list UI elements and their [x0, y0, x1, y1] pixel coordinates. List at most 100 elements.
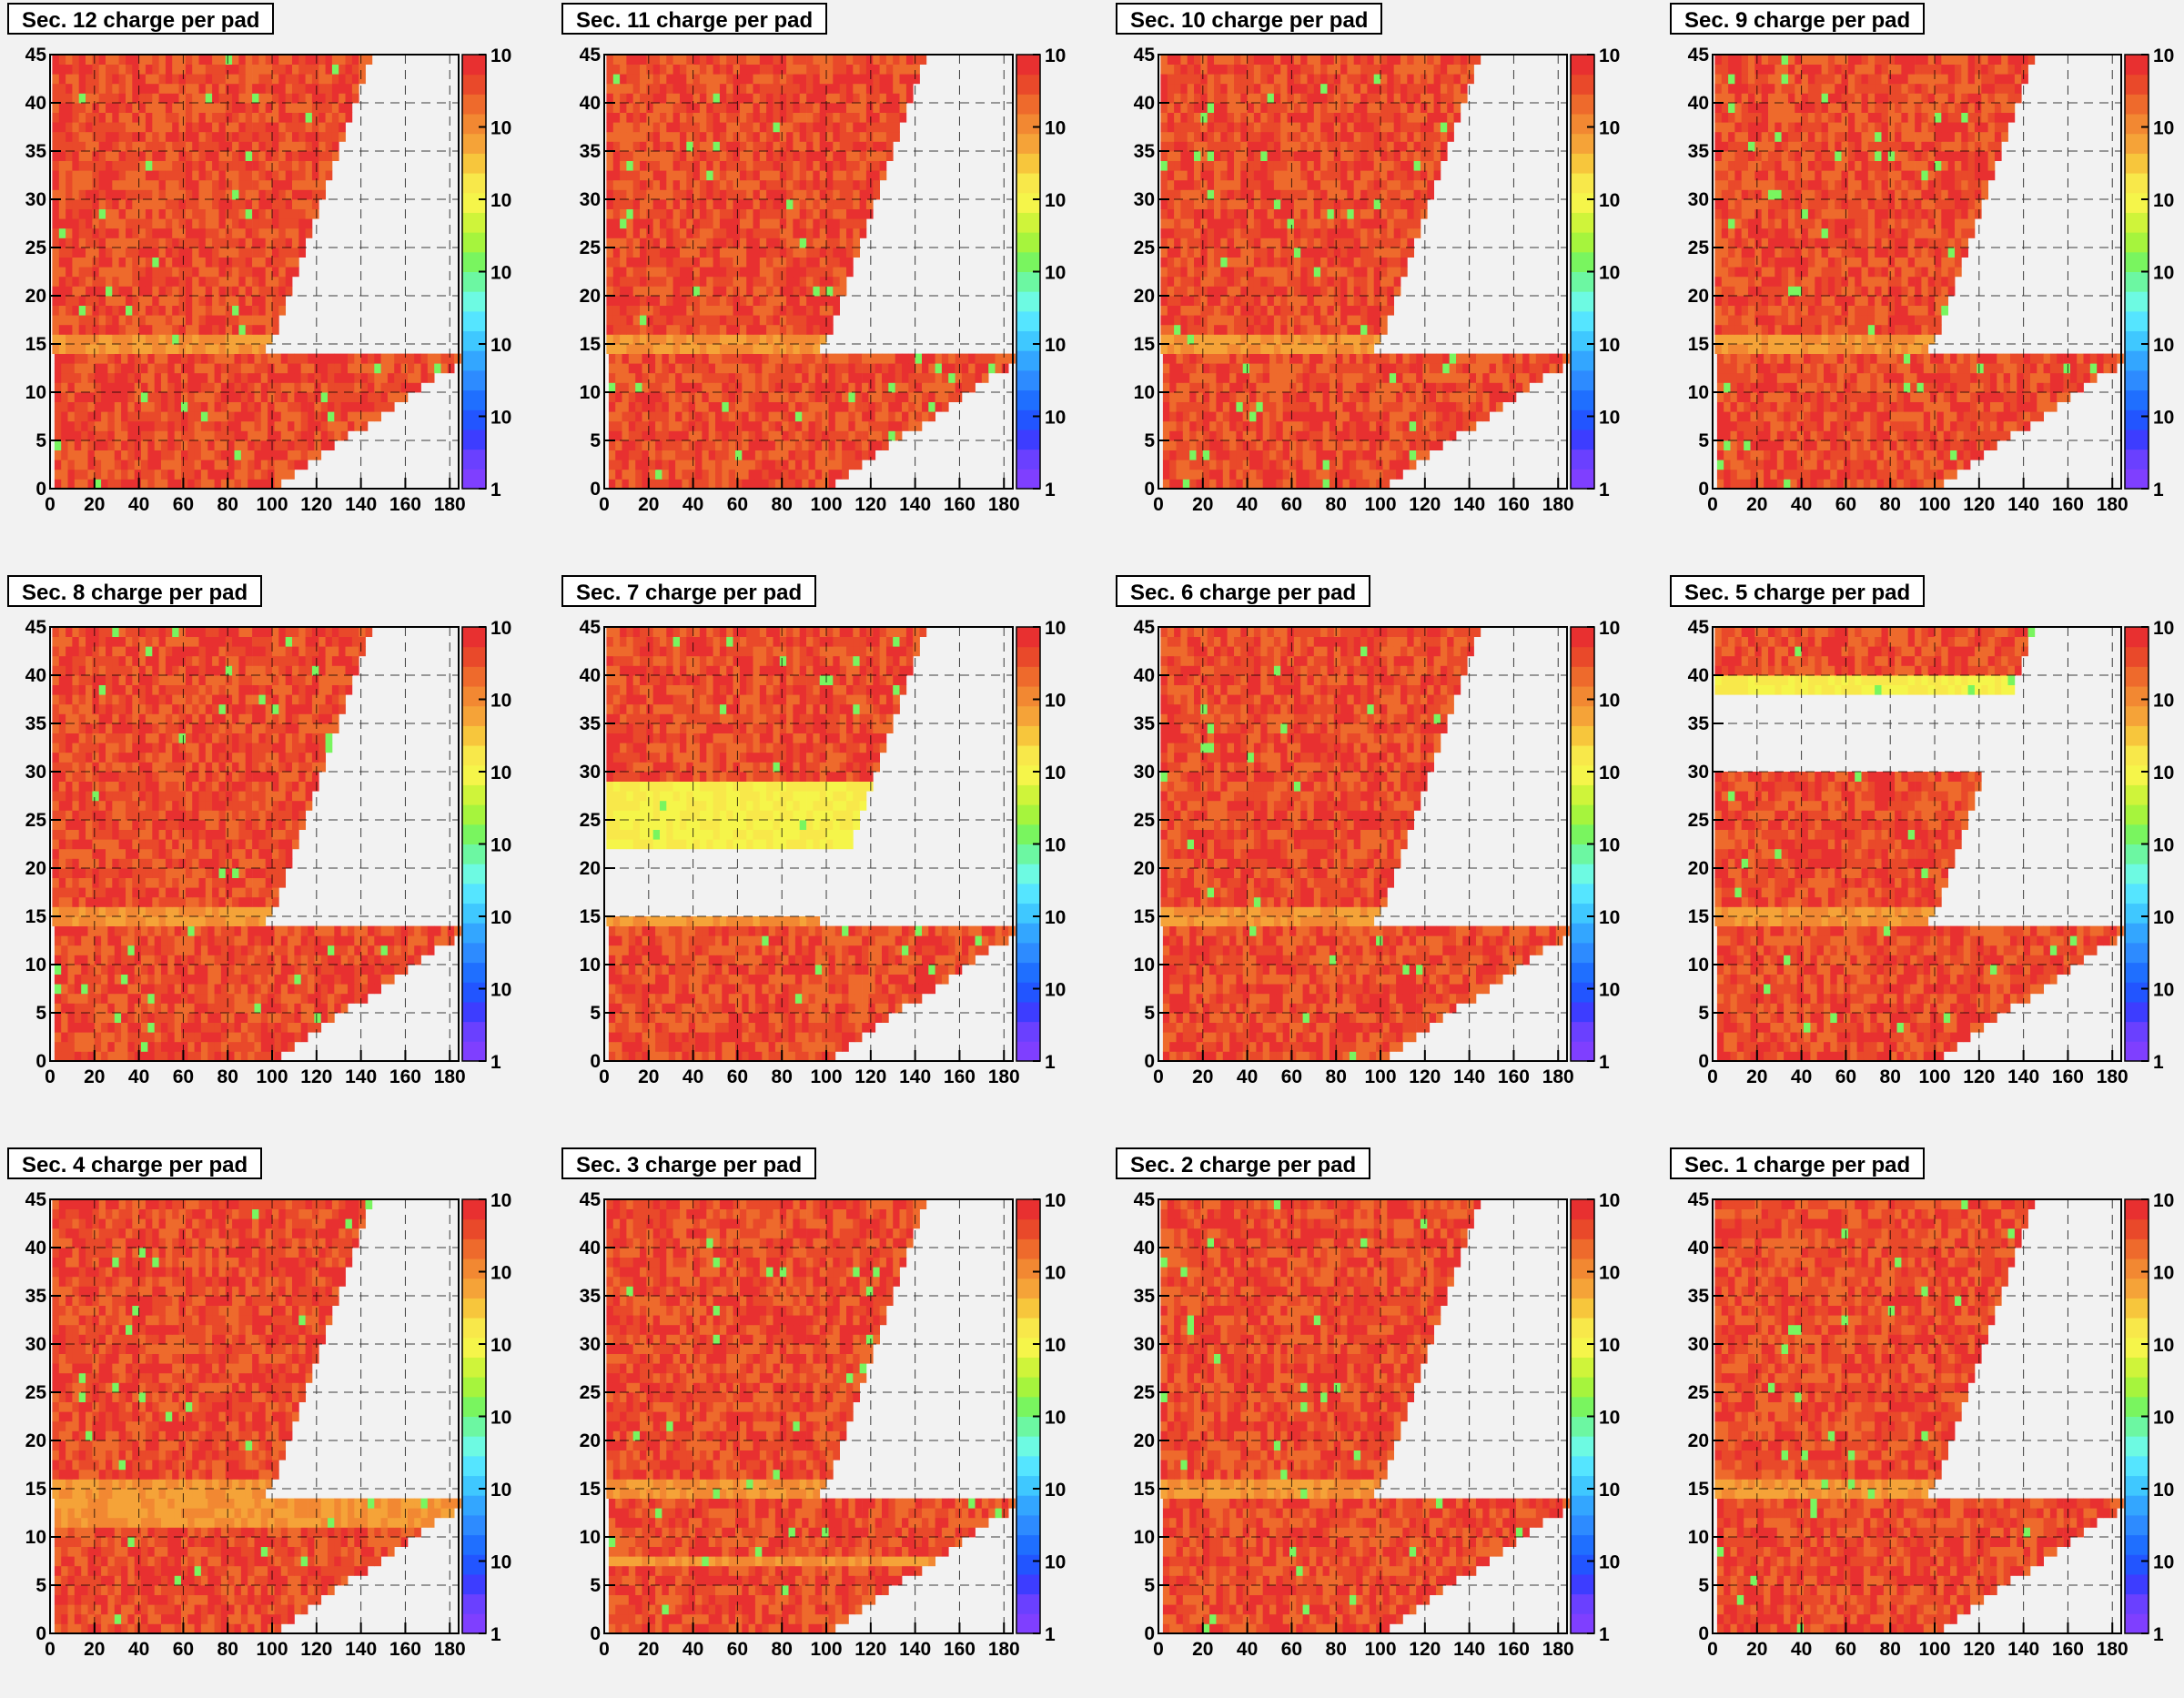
heatmap-cell: [1383, 470, 1390, 480]
heatmap-cell: [1309, 363, 1317, 373]
heatmap-cell: [988, 354, 996, 364]
heatmap-cell: [59, 238, 66, 248]
heatmap-cell: [1314, 296, 1321, 306]
heatmap-cell: [1376, 440, 1383, 450]
heatmap-cell: [292, 218, 299, 228]
heatmap-cell: [769, 470, 776, 480]
heatmap-cell: [228, 470, 235, 480]
heatmap-cell: [59, 209, 66, 219]
heatmap-cell: [700, 189, 707, 199]
heatmap-cell: [1188, 267, 1195, 277]
heatmap-cell: [780, 74, 787, 84]
heatmap-cell: [700, 93, 707, 103]
heatmap-cell: [306, 199, 313, 209]
heatmap-cell: [132, 151, 139, 161]
heatmap-cell: [281, 354, 288, 364]
heatmap-cell: [92, 74, 99, 84]
heatmap-cell: [119, 161, 126, 171]
heatmap-cell: [1309, 373, 1317, 383]
heatmap-cell: [275, 363, 282, 373]
heatmap-cell: [99, 238, 106, 248]
heatmap-cell: [186, 228, 193, 238]
heatmap-cell: [726, 65, 733, 75]
heatmap-cell: [1360, 248, 1368, 258]
heatmap-cell: [1296, 354, 1303, 364]
heatmap-cell: [72, 161, 79, 171]
heatmap-cell: [106, 248, 113, 258]
heatmap-cell: [766, 248, 774, 258]
heatmap-cell: [1390, 363, 1397, 373]
heatmap-cell: [92, 344, 99, 354]
colorbar-label: 1: [1045, 480, 1056, 500]
heatmap-cell: [686, 296, 693, 306]
heatmap-cell: [846, 84, 854, 94]
heatmap-cell: [101, 450, 108, 460]
heatmap-cell: [1209, 421, 1217, 431]
heatmap-cell: [286, 84, 293, 94]
heatmap-cell: [147, 470, 155, 480]
heatmap-cell: [1220, 277, 1228, 287]
heatmap-cell: [1336, 402, 1343, 412]
heatmap-cell: [127, 354, 135, 364]
heatmap-cell: [1189, 421, 1197, 431]
heatmap-cell: [354, 363, 361, 373]
heatmap-cell: [868, 392, 875, 402]
heatmap-cell: [1169, 382, 1177, 392]
heatmap-cell: [806, 65, 814, 75]
heatmap-cell: [886, 122, 894, 132]
heatmap-cell: [709, 460, 716, 470]
heatmap-cell: [682, 411, 689, 421]
heatmap-cell: [793, 209, 800, 219]
heatmap-cell: [186, 84, 193, 94]
heatmap-cell: [700, 161, 707, 171]
heatmap-cell: [646, 209, 653, 219]
heatmap-cell: [212, 267, 219, 277]
heatmap-cell: [186, 141, 193, 151]
heatmap-cell: [829, 460, 836, 470]
heatmap-cell: [640, 296, 647, 306]
heatmap-cell: [226, 277, 233, 287]
heatmap-cell: [261, 460, 268, 470]
heatmap-cell: [1314, 344, 1321, 354]
heatmap-cell: [866, 103, 874, 113]
heatmap-cell: [840, 74, 847, 84]
heatmap-cell: [746, 199, 753, 209]
heatmap-cell: [1260, 286, 1268, 296]
heatmap-cell: [835, 402, 843, 412]
heatmap-cell: [179, 141, 187, 151]
heatmap-cell: [248, 402, 255, 412]
heatmap-cell: [1334, 296, 1341, 306]
heatmap-cell: [895, 392, 903, 402]
heatmap-cell: [186, 170, 193, 180]
heatmap-cell: [673, 55, 681, 65]
heatmap-cell: [1276, 479, 1283, 489]
heatmap-cell: [646, 267, 653, 277]
heatmap-cell: [346, 113, 353, 123]
heatmap-cell: [266, 296, 273, 306]
heatmap-cell: [1323, 479, 1330, 489]
heatmap-cell: [212, 122, 219, 132]
colorbar-label: 1: [490, 480, 501, 500]
heatmap-cell: [99, 315, 106, 325]
heatmap-cell: [706, 209, 713, 219]
heatmap-cell: [673, 122, 681, 132]
heatmap-cell: [301, 411, 308, 421]
heatmap-cell: [328, 382, 335, 392]
heatmap-cell: [266, 151, 273, 161]
heatmap-cell: [806, 209, 814, 219]
heatmap-cell: [246, 122, 253, 132]
heatmap-cell: [653, 113, 661, 123]
heatmap-cell: [192, 306, 199, 316]
heatmap-cell: [1436, 354, 1443, 364]
heatmap-cell: [278, 238, 286, 248]
heatmap-cell: [258, 199, 266, 209]
heatmap-cell: [115, 382, 122, 392]
heatmap-cell: [673, 238, 681, 248]
heatmap-cell: [760, 84, 767, 94]
heatmap-cell: [640, 180, 647, 190]
heatmap-cell: [1450, 430, 1457, 440]
heatmap-cell: [675, 363, 682, 373]
heatmap-cell: [873, 161, 880, 171]
heatmap-cell: [1323, 450, 1330, 460]
heatmap-cell: [1203, 460, 1210, 470]
